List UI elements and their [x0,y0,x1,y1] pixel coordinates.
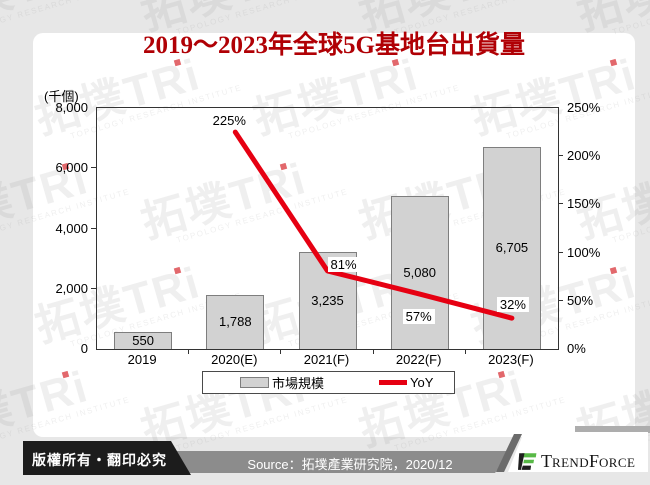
trendforce-icon [518,453,537,470]
bar-value-label: 3,235 [311,292,344,308]
yoy-line [232,129,515,321]
right-axis-tick-label: 50% [567,292,594,308]
footer-copyright-ribbon [23,441,191,475]
left-axis-tick [91,167,96,169]
legend-line-swatch-icon [379,380,408,385]
right-axis-tick-label: 150% [567,196,601,212]
yoy-value-label: 225% [209,113,249,129]
x-axis-tick [464,349,466,354]
x-axis-tick [372,349,374,354]
right-axis-tick-label: 250% [567,100,601,115]
footer-brand-panel [508,432,648,472]
x-axis-tick-label: 2021(F) [303,352,350,367]
yoy-value-label: 32% [496,297,529,313]
left-axis-unit-label: (千個) [44,89,79,104]
left-axis-tick [91,287,96,289]
right-axis-tick [558,203,563,205]
left-axis-tick-label: 0 [80,341,88,356]
left-axis-tick-label: 8,000 [55,100,88,115]
left-axis-tick-label: 6,000 [55,160,88,176]
bar-value-label: 6,705 [495,240,529,255]
yoy-value-label: 57% [402,309,435,325]
bar-value-label: 1,788 [219,314,252,329]
bar-2019 [114,332,173,349]
page-title: 2019～2023年全球5G基地台出貨量 [143,32,525,59]
right-axis-tick [558,155,563,157]
yoy-polyline [232,129,515,321]
bar-value-label: 550 [132,332,154,348]
legend-label-yoy: YoY [410,375,434,390]
brand-letters: REND [552,455,589,470]
right-axis-tick-label: 200% [567,148,601,164]
left-axis-tick [91,227,96,229]
left-axis-tick-label: 2,000 [55,280,88,296]
x-axis-tick [280,349,282,354]
right-axis-tick-label: 100% [567,244,601,260]
left-axis-tick-label: 4,000 [55,220,88,236]
brand-letter: F [589,451,600,471]
chart-plot-area: 550 1,788 3,235 5,080 6,705 225% 81% 57% 32% [96,107,559,350]
x-axis-tick-label: 2023(F) [488,352,534,367]
brand-letter: T [541,451,552,471]
footer-copyright-text: 版權所有‧翻印必究 [32,452,167,468]
right-axis-tick-label: 0% [567,341,586,356]
chart-legend: 市場規模 YoY [202,371,455,394]
bar-2020(E) [206,295,265,349]
x-axis-tick [188,349,190,354]
x-axis-tick-label: 2022(F) [395,352,442,367]
legend-label-market-size: 市場規模 [272,376,325,391]
footer-right-stripe [575,426,650,433]
brand-letters: ORCE [599,455,636,470]
footer-source-text: Source：拓墣產業研究院，2020/12 [247,457,453,472]
legend-bar-swatch-icon [240,377,269,388]
right-axis-tick [558,299,563,301]
x-axis-tick-label: 2020(E) [211,352,258,367]
bar-value-label: 5,080 [403,264,436,280]
x-axis-tick-label: 2019 [127,352,157,367]
yoy-value-label: 81% [327,256,360,272]
right-axis-tick [558,251,563,253]
trendforce-wordmark: TRENDFORCE [541,452,635,472]
